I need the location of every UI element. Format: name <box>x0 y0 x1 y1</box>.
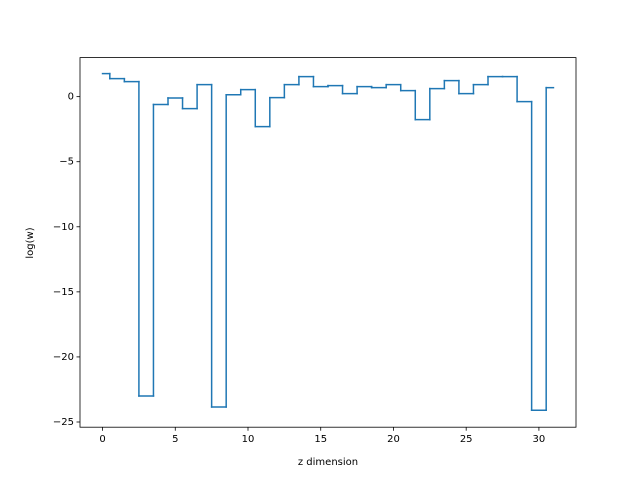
x-tick-label: 25 <box>460 434 473 445</box>
x-tick-label: 0 <box>99 434 105 445</box>
plot-frame <box>79 57 577 428</box>
x-tick-label: 15 <box>314 434 327 445</box>
x-tick-label: 20 <box>387 434 400 445</box>
y-axis-label: log(w) <box>25 227 36 258</box>
x-tick-label: 5 <box>172 434 178 445</box>
y-tick-label: −15 <box>53 287 74 298</box>
y-tick-label: −10 <box>53 222 74 233</box>
y-tick-label: −5 <box>59 157 74 168</box>
x-tick-label: 10 <box>242 434 255 445</box>
y-tick-label: −20 <box>53 352 74 363</box>
y-tick-label: 0 <box>68 92 74 103</box>
x-axis-label: z dimension <box>298 457 358 468</box>
x-tick-label: 30 <box>533 434 546 445</box>
y-tick-label: −25 <box>53 417 74 428</box>
